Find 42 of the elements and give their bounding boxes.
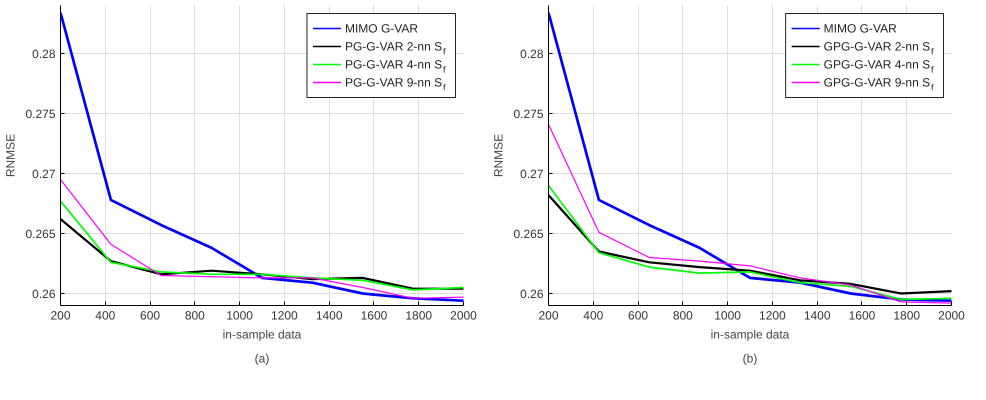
y-tick-label: 0.265	[25, 227, 56, 241]
line-series	[60, 200, 464, 291]
x-tick-label: 2000	[450, 308, 478, 322]
x-tick-label: 200	[538, 308, 559, 322]
x-tick-label: 600	[628, 308, 648, 322]
text: (a)	[254, 352, 270, 366]
x-tick-label: 800	[672, 308, 694, 322]
y-axis-title: RNMSE	[3, 134, 18, 178]
x-axis-title: in-sample data	[222, 328, 302, 342]
x-tick-label: 1200	[759, 308, 786, 322]
x-tick-label: 1600	[360, 308, 388, 322]
y-tick-label: 0.28	[32, 47, 56, 61]
x-tick-label: 400	[95, 308, 116, 322]
y-tick-label: 0.27	[520, 167, 544, 181]
x-tick-label: 400	[583, 308, 604, 322]
y-tick-label: 0.26	[520, 287, 544, 301]
line-series	[60, 178, 464, 299]
x-tick-label: 1000	[714, 308, 742, 322]
x-tick-label: 1800	[893, 308, 920, 322]
y-tick-label: 0.27	[32, 167, 56, 181]
x-tick-label: 2000	[938, 308, 966, 322]
x-tick-label: 1400	[316, 308, 343, 322]
line-series	[60, 11, 464, 302]
x-tick-label: 800	[184, 308, 206, 322]
y-tick-label: 0.275	[513, 107, 544, 121]
y-tick-label: 0.265	[513, 227, 544, 241]
x-tick-label: 600	[140, 308, 160, 322]
x-axis-title: in-sample data	[710, 328, 790, 342]
y-tick-label: 0.26	[32, 287, 56, 301]
y-tick-label: 0.275	[25, 107, 56, 121]
x-tick-label: 1400	[804, 308, 831, 322]
x-tick-label: 200	[50, 308, 71, 322]
line-series	[548, 11, 952, 302]
legend-label: MIMO G-VAR	[824, 22, 898, 36]
text: (b)	[742, 352, 758, 366]
x-tick-label: 1800	[405, 308, 432, 322]
legend-label: MIMO G-VAR	[344, 22, 418, 36]
y-axis-title: RNMSE	[491, 134, 506, 178]
x-tick-label: 1000	[226, 308, 254, 322]
x-tick-label: 1600	[848, 308, 876, 322]
y-tick-label: 0.28	[520, 47, 544, 61]
x-tick-label: 1200	[271, 308, 298, 322]
